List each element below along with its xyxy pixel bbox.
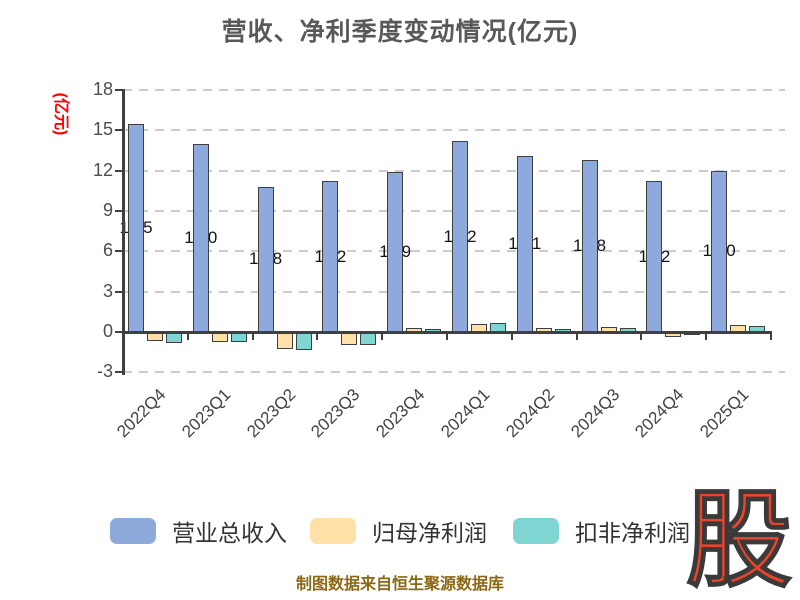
y-tickmark-12 (115, 169, 123, 172)
bar-营业总收入-2025Q1 (711, 170, 728, 332)
x-tickmark-4 (381, 332, 384, 340)
bar-归母净利润-2023Q3 (341, 332, 358, 346)
x-tick-label-2024Q4: 2024Q4 (631, 385, 688, 442)
legend-item-归母净利润: 归母净利润 (310, 514, 487, 548)
bar-营业总收入-2023Q4 (387, 172, 404, 332)
y-tickmark-0 (115, 331, 123, 333)
y-axis-line (122, 89, 125, 375)
legend-label-营业总收入: 营业总收入 (172, 520, 287, 546)
y-tick-label-18: 18 (92, 79, 113, 100)
y-tick-label-6: 6 (102, 240, 113, 261)
bar-归母净利润-2023Q2 (276, 332, 293, 350)
gridline-y--3 (123, 371, 785, 374)
y-tickmark--3 (115, 371, 123, 374)
bar-营业总收入-2024Q1 (452, 141, 468, 332)
y-tick-label-9: 9 (102, 200, 113, 221)
x-tickmark-0 (122, 332, 124, 340)
bar-营业总收入-2024Q3 (581, 159, 598, 332)
y-tick-label-12: 12 (92, 159, 113, 180)
gridline-y-18 (123, 89, 785, 92)
x-tick-label-2024Q2: 2024Q2 (502, 385, 559, 442)
legend-item-营业总收入: 营业总收入 (110, 514, 287, 548)
chart-title: 营收、净利季度变动情况(亿元) (221, 18, 579, 46)
x-tickmark-1 (186, 332, 189, 340)
y-tick-label-0: 0 (102, 321, 113, 341)
bar-扣非净利润-2023Q1 (230, 332, 247, 343)
x-tick-label-2023Q1: 2023Q1 (178, 385, 235, 442)
bar-营业总收入-2023Q2 (257, 186, 274, 332)
legend: 营业总收入 归母净利润 扣非净利润 (0, 514, 800, 554)
legend-swatch-icon-归母净利润 (310, 518, 356, 544)
x-tickmark-3 (316, 332, 319, 340)
gridline-y-15 (123, 129, 785, 132)
bar-归母净利润-2023Q1 (211, 332, 228, 343)
bar-扣非净利润-2022Q4 (166, 332, 182, 343)
x-tickmark-5 (446, 332, 448, 340)
x-tick-label-2023Q2: 2023Q2 (242, 385, 300, 442)
y-tickmark-3 (115, 290, 123, 293)
x-tick-label-2024Q3: 2024Q3 (566, 385, 624, 442)
x-tickmark-7 (575, 332, 578, 340)
bar-营业总收入-2024Q4 (646, 181, 663, 332)
legend-label-归母净利润: 归母净利润 (372, 520, 487, 546)
x-tick-label-2024Q1: 2024Q1 (437, 385, 494, 442)
y-tickmark-18 (115, 89, 123, 92)
x-tick-label-2022Q4: 2022Q4 (113, 385, 170, 442)
legend-swatch-icon-扣非净利润 (513, 518, 559, 544)
watermark-logo: 股 (685, 482, 793, 600)
x-tickmark-2 (251, 332, 254, 340)
legend-label-扣非净利润: 扣非净利润 (575, 520, 690, 546)
x-tickmark-10 (770, 332, 772, 340)
legend-swatch-icon-营业总收入 (110, 518, 156, 544)
bar-营业总收入-2023Q1 (192, 143, 209, 332)
y-tick-label-15: 15 (92, 119, 113, 140)
x-tick-label-2025Q1: 2025Q1 (696, 385, 753, 442)
bar-营业总收入-2023Q3 (322, 181, 339, 332)
bar-扣非净利润-2023Q3 (360, 332, 377, 346)
y-tick-label--3: -3 (96, 361, 113, 382)
bar-营业总收入-2024Q2 (516, 155, 533, 332)
plot-area: 15.514.010.811.211.914.213.112.811.212.0 (115, 89, 785, 375)
bar-扣非净利润-2023Q2 (295, 332, 312, 351)
legend-item-扣非净利润: 扣非净利润 (513, 514, 690, 548)
data-source-caption: 制图数据来自恒生聚源数据库 (295, 576, 504, 593)
bar-营业总收入-2022Q4 (128, 123, 144, 332)
x-tickmark-9 (705, 332, 708, 340)
y-tickmark-15 (115, 129, 123, 132)
x-tickmark-6 (510, 332, 513, 340)
y-tick-label-3: 3 (102, 280, 113, 301)
y-tickmark-9 (115, 210, 123, 213)
y-tickmark-6 (115, 250, 123, 253)
x-tick-label-2023Q3: 2023Q3 (307, 385, 364, 442)
x-tickmark-8 (640, 332, 643, 340)
x-tick-label-2023Q4: 2023Q4 (372, 385, 429, 442)
